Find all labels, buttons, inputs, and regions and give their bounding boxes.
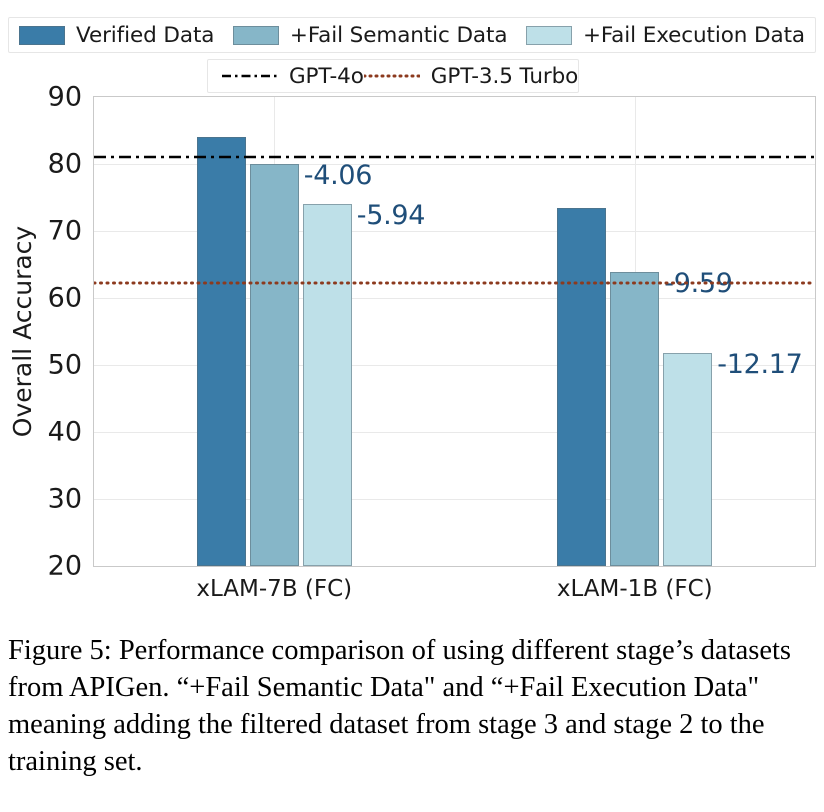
y-gridline <box>94 164 815 165</box>
y-gridline <box>94 432 815 433</box>
bar <box>557 207 607 566</box>
legend-label-fail-semantic-data: +Fail Semantic Data <box>289 22 508 48</box>
y-tick-label: 30 <box>47 483 82 515</box>
bar-legend: Verified Data +Fail Semantic Data +Fail … <box>8 17 816 53</box>
plot-area: 20 30 40 50 60 70 80 90 xLAM-7B (FC) -4.06 -5.94 xL… <box>48 82 816 602</box>
legend-entry-fail-execution-data[interactable]: +Fail Execution Data <box>525 22 805 48</box>
y-tick-label: 90 <box>47 81 82 113</box>
legend-entry-gpt-35-turbo[interactable]: GPT-3.5 Turbo <box>363 63 579 89</box>
legend-label-verified-data: Verified Data <box>76 22 215 48</box>
y-tick-label: 50 <box>47 349 82 381</box>
y-axis-title: Overall Accuracy <box>8 96 38 567</box>
y-axis-title-text: Overall Accuracy <box>8 225 38 438</box>
dashdot-line-icon <box>222 69 278 83</box>
legend-label-gpt-4o: GPT-4o <box>289 63 364 89</box>
legend-swatch-verified-data <box>19 25 65 45</box>
figure-caption: Figure 5: Performance comparison of usin… <box>8 632 814 780</box>
figure-caption-text: Performance comparison of using differen… <box>8 635 792 778</box>
legend-label-fail-execution-data: +Fail Execution Data <box>582 22 805 48</box>
bar <box>196 137 246 566</box>
y-gridline <box>94 499 815 500</box>
bar <box>249 164 299 566</box>
y-tick-label: 60 <box>47 282 82 314</box>
y-gridline <box>94 231 815 232</box>
legend-swatch-fail-execution-data <box>525 25 572 45</box>
y-tick-label: 20 <box>47 550 82 582</box>
legend-entry-fail-semantic-data[interactable]: +Fail Semantic Data <box>232 22 508 48</box>
y-gridline <box>94 298 815 299</box>
dotted-line-icon <box>363 69 420 83</box>
y-gridline <box>94 365 815 366</box>
legend-entry-gpt-4o[interactable]: GPT-4o <box>222 64 364 89</box>
reference-line-dashdot <box>94 156 815 159</box>
legend-entry-verified-data[interactable]: Verified Data <box>19 23 214 48</box>
y-tick-label: 70 <box>47 215 82 247</box>
bar <box>302 204 352 566</box>
y-tick-label: 80 <box>47 148 82 180</box>
bar-delta-label: -5.94 <box>356 200 426 232</box>
y-tick-label: 40 <box>47 416 82 448</box>
x-tick-label: xLAM-7B (FC) <box>196 576 353 602</box>
reference-line-dotted <box>94 281 815 285</box>
bar-delta-label: -4.06 <box>303 160 373 192</box>
bar <box>610 271 660 566</box>
reference-line-legend: GPT-4o GPT-3.5 Turbo <box>207 59 579 93</box>
bar <box>663 353 713 566</box>
bar-delta-label: -12.17 <box>717 349 803 381</box>
legend-swatch-fail-semantic-data <box>232 25 279 45</box>
legend-label-gpt-35-turbo: GPT-3.5 Turbo <box>430 63 579 89</box>
figure-number: Figure 5: <box>8 635 112 666</box>
x-tick-label: xLAM-1B (FC) <box>556 576 713 602</box>
